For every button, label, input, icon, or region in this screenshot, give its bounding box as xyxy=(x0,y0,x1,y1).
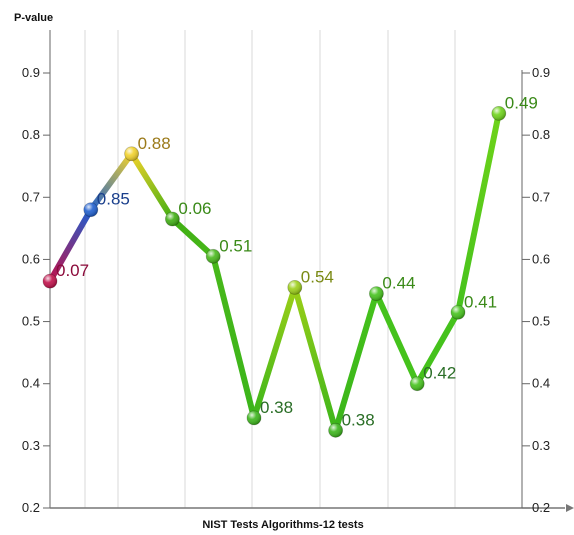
line-segment-6 xyxy=(251,284,298,421)
left-tick-label-3: 0.5 xyxy=(22,314,40,329)
right-tick-label-3: 0.5 xyxy=(532,314,550,329)
left-tick-label-1: 0.3 xyxy=(22,438,40,453)
left-y-ticks: 0.2 0.3 0.4 0.5 0.6 0.7 0.8 0.9 xyxy=(22,65,50,515)
left-tick-label-7: 0.9 xyxy=(22,65,40,80)
data-point-9 xyxy=(368,286,384,302)
right-tick-label-5: 0.7 xyxy=(532,189,550,204)
data-label-12: 0.49 xyxy=(505,93,538,112)
left-tick-label-6: 0.8 xyxy=(22,127,40,142)
right-tick-label-7: 0.9 xyxy=(532,65,550,80)
line-segment-10 xyxy=(414,309,461,387)
line-segment-4 xyxy=(169,216,217,260)
right-y-ticks: 0.2 0.3 0.4 0.5 0.6 0.7 0.8 0.9 xyxy=(522,65,550,515)
data-point-8 xyxy=(328,422,344,438)
data-point-4 xyxy=(164,211,180,227)
data-point-7 xyxy=(287,279,303,295)
data-point-12 xyxy=(491,105,507,121)
left-tick-label-5: 0.7 xyxy=(22,189,40,204)
data-point-6 xyxy=(246,410,262,426)
line-segment-1 xyxy=(47,206,94,285)
data-label-3: 0.88 xyxy=(138,134,171,153)
data-point-5 xyxy=(205,248,221,264)
line-segment-2 xyxy=(87,150,135,213)
x-axis-title: NIST Tests Algorithms-12 tests xyxy=(202,519,363,531)
right-tick-label-0: 0.2 xyxy=(532,500,550,515)
data-point-1 xyxy=(42,273,58,289)
data-point-10 xyxy=(409,376,425,392)
right-tick-label-1: 0.3 xyxy=(532,438,550,453)
data-label-2: 0.85 xyxy=(97,190,130,209)
line-segment-8 xyxy=(332,290,380,434)
line-segment-5 xyxy=(210,253,257,421)
right-tick-label-4: 0.6 xyxy=(532,251,550,266)
data-line xyxy=(47,110,502,434)
line-segment-9 xyxy=(373,290,421,387)
data-label-8: 0.38 xyxy=(342,410,375,429)
left-tick-label-2: 0.4 xyxy=(22,376,40,391)
line-segment-7 xyxy=(291,284,339,434)
y-axis-title: P-value xyxy=(14,12,53,24)
data-label-4: 0.06 xyxy=(178,199,211,218)
right-tick-label-6: 0.8 xyxy=(532,127,550,142)
data-point-3 xyxy=(124,146,140,162)
data-label-6: 0.38 xyxy=(260,398,293,417)
left-tick-label-0: 0.2 xyxy=(22,500,40,515)
data-point-11 xyxy=(450,304,466,320)
right-tick-label-2: 0.4 xyxy=(532,376,550,391)
data-label-1: 0.07 xyxy=(56,261,89,280)
line-segment-3 xyxy=(128,150,176,223)
data-markers xyxy=(42,105,507,438)
left-tick-label-4: 0.6 xyxy=(22,251,40,266)
data-label-11: 0.41 xyxy=(464,292,497,311)
data-label-9: 0.44 xyxy=(382,274,415,293)
data-labels: 0.07 0.85 0.88 0.06 0.51 0.38 0.54 0.38 0.44 0.42… xyxy=(56,93,538,429)
data-label-5: 0.51 xyxy=(219,236,252,255)
line-segment-11 xyxy=(455,110,502,316)
data-label-10: 0.42 xyxy=(423,364,456,383)
data-point-2 xyxy=(83,202,99,218)
x-axis-arrow-icon xyxy=(566,504,574,512)
data-label-7: 0.54 xyxy=(301,267,334,286)
vertical-gridlines xyxy=(84,30,456,508)
